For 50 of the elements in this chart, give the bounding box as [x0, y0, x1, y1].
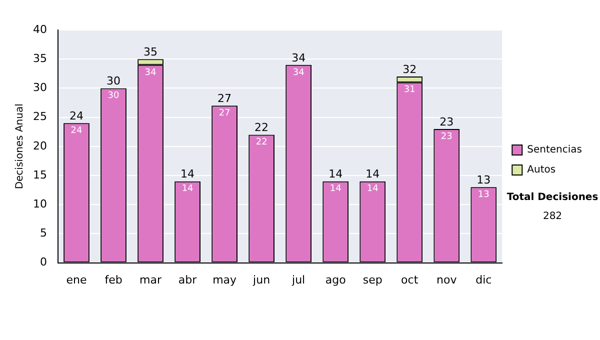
x-tick-label: dic: [476, 273, 492, 286]
y-tick-label: 35: [32, 52, 47, 65]
x-tick-label: oct: [401, 273, 419, 286]
y-tick-label: 0: [40, 256, 47, 269]
data-label: 27: [218, 108, 230, 119]
data-label: 31: [404, 85, 416, 96]
data-label: 24: [70, 126, 82, 136]
data-label: 23: [440, 132, 452, 142]
y-tick-label: 5: [40, 226, 47, 240]
y-tick-label: 10: [32, 197, 47, 210]
x-tick-label: sep: [362, 273, 382, 286]
total-label: 34: [292, 51, 306, 64]
data-label: 13: [478, 190, 490, 200]
total-label: 14: [180, 168, 195, 181]
y-tick-label: 25: [32, 110, 47, 124]
data-label: 34: [292, 68, 305, 78]
y-tick-label: 20: [32, 139, 47, 152]
total-label: 14: [366, 168, 380, 181]
total-label: 35: [144, 45, 158, 58]
legend-label: Sentencias: [527, 144, 582, 156]
data-label: 34: [144, 68, 157, 78]
total-label: 23: [440, 115, 454, 128]
y-tick-label: 30: [32, 81, 47, 94]
x-tick-label: jun: [252, 273, 270, 286]
y-tick-label: 40: [32, 22, 47, 36]
data-label: 22: [256, 138, 268, 148]
x-tick-label: mar: [140, 273, 162, 286]
total-label: 32: [402, 62, 417, 76]
text: 282: [542, 211, 564, 222]
total-label: 22: [254, 121, 269, 134]
x-tick-label: ago: [325, 273, 346, 286]
x-tick-label: feb: [104, 273, 122, 286]
data-label: 14: [330, 184, 342, 194]
total-label: 13: [476, 174, 491, 186]
text: Total Decisiones: [506, 192, 600, 203]
x-tick-label: abr: [178, 273, 198, 286]
x-tick-label: ene: [66, 273, 87, 286]
y-axis-title: Decisiones Anual: [14, 104, 26, 190]
x-tick-label: nov: [436, 273, 458, 286]
x-tick-label: may: [212, 273, 238, 286]
x-tick-label: jul: [291, 273, 306, 286]
data-label: 30: [108, 91, 120, 102]
data-label: 14: [366, 184, 379, 194]
total-label: 14: [328, 168, 343, 181]
total-label: 27: [218, 92, 232, 106]
total-label: 24: [70, 109, 84, 122]
total-label: 30: [106, 74, 121, 88]
data-label: 14: [182, 184, 194, 194]
y-tick-label: 15: [32, 168, 47, 182]
legend-label: Autos: [527, 164, 556, 176]
